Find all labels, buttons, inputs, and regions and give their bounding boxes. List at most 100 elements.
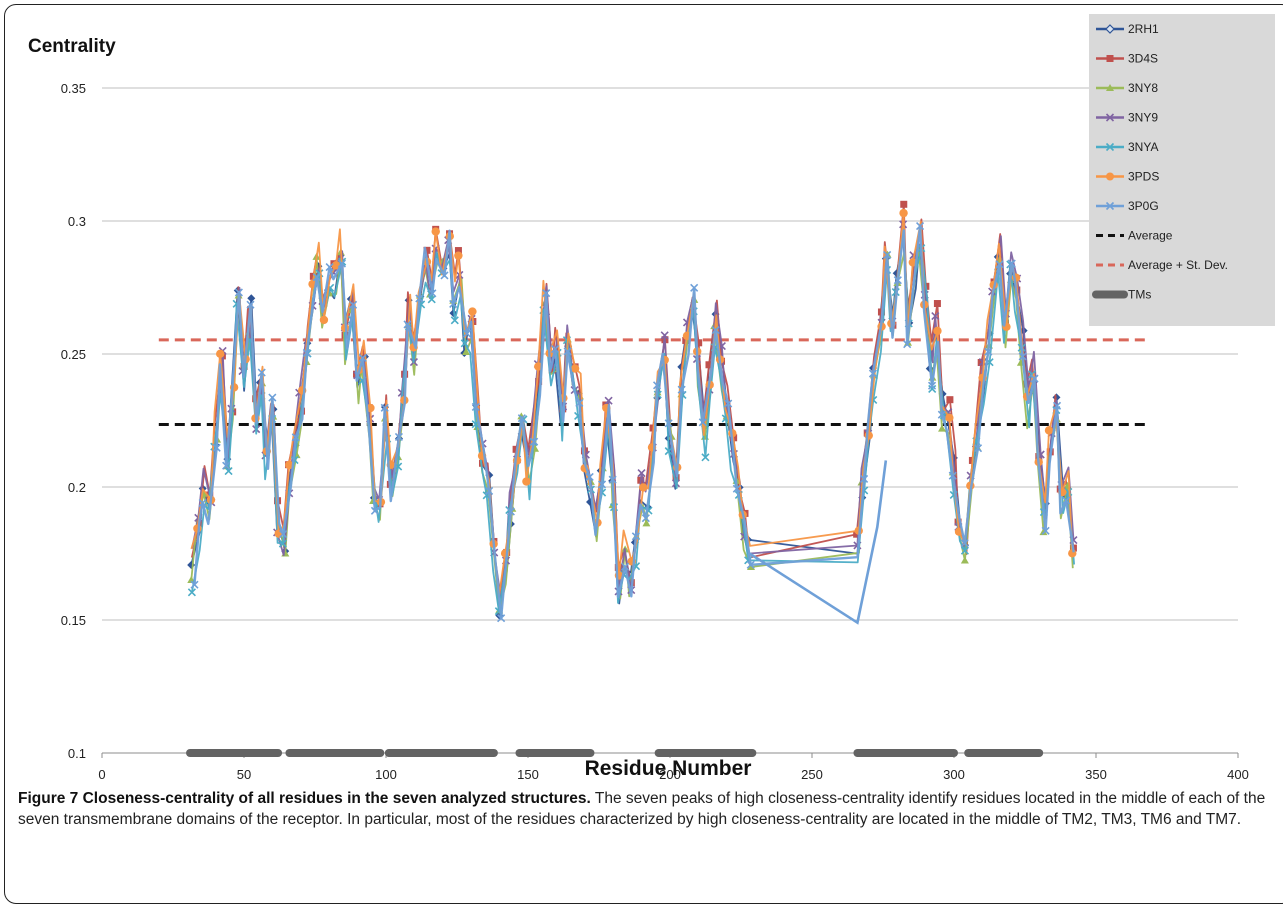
marker-3p0g — [641, 514, 650, 523]
marker-3p0g — [1018, 352, 1027, 361]
marker-3d4s — [977, 359, 985, 367]
marker-3p0g — [312, 273, 321, 282]
marker-3p0g — [497, 614, 506, 623]
caption-body: The seven peaks of high closeness-centra… — [18, 790, 1266, 828]
x-tick-label: 50 — [237, 767, 251, 780]
x-tick-label: 250 — [801, 767, 823, 780]
marker-3p0g — [732, 484, 741, 493]
legend-marker — [1105, 142, 1115, 152]
legend-label: 2RH1 — [1128, 22, 1159, 36]
marker-3pds — [331, 261, 341, 270]
caption-title: Closeness-centrality of all residues in … — [82, 790, 591, 807]
marker-3p0g — [462, 329, 472, 338]
marker-3p0g — [542, 289, 551, 298]
marker-3nya — [450, 316, 459, 325]
marker-3p0g — [664, 419, 673, 428]
marker-3p0g — [1052, 401, 1062, 410]
marker-3p0g — [698, 418, 707, 427]
x-tick-label: 350 — [1085, 767, 1107, 780]
marker-3p0g — [530, 437, 539, 446]
marker-3nya — [187, 588, 196, 597]
marker-3p0g — [246, 300, 255, 309]
legend-marker — [1106, 55, 1114, 62]
marker-3p0g — [597, 480, 607, 489]
legend-marker — [1105, 201, 1115, 211]
marker-3p0g — [883, 250, 892, 260]
legend-item-3nya: 3NYA — [1096, 140, 1158, 154]
x-tick-label: 0 — [98, 767, 105, 780]
marker-3d4s — [695, 339, 703, 347]
legend-item-average: Average — [1096, 229, 1173, 243]
legend-label: 3NY9 — [1128, 111, 1158, 125]
marker-3pds — [639, 483, 648, 492]
marker-3p0g — [984, 347, 993, 356]
legend-label: 3P0G — [1128, 199, 1159, 213]
marker-3d4s — [705, 361, 713, 369]
marker-3p0g — [394, 432, 403, 442]
legend-label: Average + St. Dev. — [1128, 258, 1228, 272]
marker-3p0g — [948, 471, 957, 480]
y-tick-label: 0.2 — [68, 480, 86, 495]
marker-3p0g — [960, 539, 969, 548]
marker-3p0g — [370, 506, 379, 515]
marker-3p0g — [190, 580, 199, 589]
marker-3p0g — [1041, 526, 1050, 535]
marker-3d4s — [946, 396, 954, 404]
marker-3d4s — [423, 246, 431, 254]
marker-3pds — [1044, 426, 1054, 435]
marker-3ny8 — [938, 424, 947, 432]
marker-3pds — [570, 364, 580, 373]
marker-3p0g — [711, 325, 720, 335]
data-series — [187, 200, 1078, 625]
marker-3ny9 — [660, 331, 669, 340]
marker-3p0g — [471, 402, 480, 412]
marker-3ny9 — [604, 396, 613, 405]
legend-item-3ny8: 3NY8 — [1096, 81, 1158, 95]
y-tick-label: 0.25 — [61, 347, 86, 362]
marker-3p0g — [575, 398, 584, 408]
marker-3p0g — [724, 399, 733, 408]
marker-3p0g — [973, 444, 983, 453]
legend-items: 2RH1 3D4S 3NY8 3NY9 3NYA 3PDS 3P0G Average Avera… — [1092, 22, 1228, 302]
marker-3p0g — [551, 345, 560, 354]
marker-3p0g — [1030, 374, 1039, 383]
marker-3p0g — [517, 414, 526, 423]
legend-label: 3NYA — [1128, 140, 1158, 154]
legend-marker — [1105, 113, 1115, 122]
marker-2rh1 — [247, 294, 256, 303]
marker-3d4s — [454, 247, 462, 255]
marker-3d4s — [535, 377, 543, 385]
marker-3nya — [1064, 487, 1073, 496]
legend-label: 3PDS — [1128, 170, 1159, 184]
marker-3ny8 — [960, 556, 969, 564]
marker-3p0g — [690, 283, 699, 292]
marker-3p0g — [677, 385, 686, 394]
marker-3p0g — [234, 288, 243, 297]
legend-label: 3NY8 — [1128, 81, 1158, 95]
marker-3p0g — [302, 348, 311, 357]
legend-label: Average — [1128, 229, 1173, 243]
legend-item-2rh1: 2RH1 — [1096, 22, 1159, 36]
marker-3ny9 — [637, 469, 646, 478]
legend-item-3p0g: 3P0G — [1096, 199, 1159, 213]
legend-item-3pds: 3PDS — [1096, 170, 1159, 184]
y-tick-label: 0.35 — [61, 81, 86, 96]
marker-3p0g — [198, 498, 207, 507]
marker-3p0g — [585, 472, 594, 482]
legend-marker — [1106, 172, 1114, 181]
marker-3p0g — [563, 347, 572, 356]
marker-3p0g — [257, 368, 266, 377]
marker-3p0g — [893, 276, 902, 285]
marker-3p0g — [995, 260, 1004, 269]
marker-3p0g — [449, 299, 458, 309]
y-tick-label: 0.1 — [68, 746, 86, 761]
marker-3d4s — [548, 366, 556, 374]
marker-3nya — [278, 539, 287, 548]
marker-3p0g — [349, 300, 358, 309]
marker-3p0g — [403, 320, 412, 329]
marker-3nya — [960, 546, 969, 555]
x-axis-title: Residue Number — [585, 757, 752, 780]
legend-item-average-st-dev: Average + St. Dev. — [1096, 258, 1228, 272]
legend-item-3ny9: 3NY9 — [1096, 111, 1158, 125]
y-axis-title: Centrality — [28, 36, 116, 57]
